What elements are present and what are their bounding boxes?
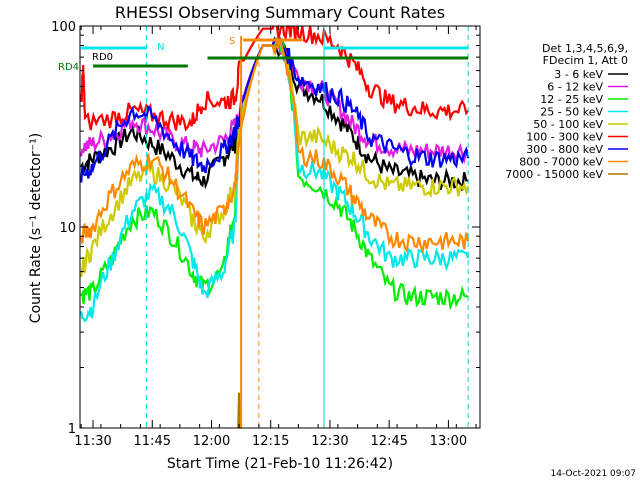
y-tick-label: 10 (59, 221, 76, 236)
annotation-rd4: RD4 (58, 62, 79, 73)
x-axis-label: Start Time (21-Feb-10 11:26:42) (167, 456, 393, 472)
legend-header: FDecim 1, Att 0 (543, 54, 628, 67)
series-line-7 (80, 36, 470, 254)
y-tick-label: 1 (68, 422, 76, 437)
x-tick-label: 12:30 (311, 434, 348, 449)
legend-label: 800 - 7000 keV (519, 156, 603, 169)
annotation-s: S (229, 36, 235, 47)
legend-label: 3 - 6 keV (554, 68, 603, 81)
y-axis-label: Count Rate (s⁻¹ detector⁻¹) (28, 133, 44, 323)
series-line-4 (80, 36, 470, 278)
legend: Det 1,3,4,5,6,9,FDecim 1, Att 03 - 6 keV… (505, 42, 628, 181)
x-tick-label: 11:45 (134, 434, 171, 449)
legend-label: 7000 - 15000 keV (505, 168, 603, 181)
legend-label: 6 - 12 keV (547, 81, 603, 94)
annotation-rd0: RD0 (92, 52, 113, 63)
x-axis-ticks: 11:30 11:45 12:00 12:15 12:30 12:45 13:00 (74, 26, 477, 449)
legend-label: 50 - 100 keV (533, 118, 603, 131)
x-tick-label: 12:00 (193, 434, 230, 449)
plot-area: N S RD0 RD4 (58, 25, 481, 429)
series-line-8 (237, 392, 241, 428)
chart-title: RHESSI Observing Summary Count Rates (115, 3, 445, 22)
y-axis-ticks: 1 10 100 (51, 20, 480, 437)
legend-label: 300 - 800 keV (526, 143, 603, 156)
series-line-5 (80, 26, 470, 132)
annotation-n: N (157, 42, 164, 53)
legend-header: Det 1,3,4,5,6,9, (542, 42, 628, 55)
x-tick-label: 13:00 (430, 434, 467, 449)
x-tick-label: 12:15 (252, 434, 289, 449)
plot-frame (79, 25, 481, 429)
x-tick-label: 12:45 (370, 434, 407, 449)
y-tick-label: 100 (51, 20, 76, 35)
footer-date: 14-Oct-2021 09:07 (551, 469, 636, 479)
legend-label: 25 - 50 keV (540, 106, 603, 119)
legend-label: 100 - 300 keV (526, 131, 603, 144)
legend-label: 12 - 25 keV (540, 93, 603, 106)
x-tick-label: 11:30 (74, 434, 111, 449)
